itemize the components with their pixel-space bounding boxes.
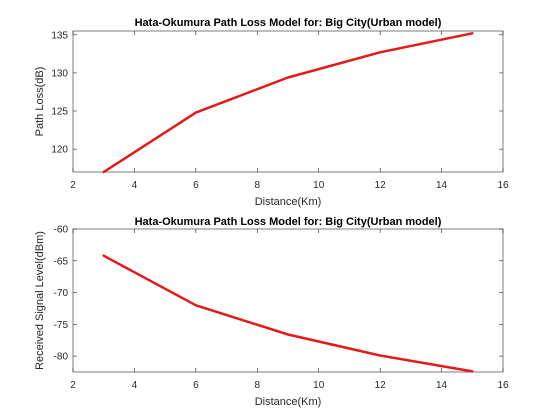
received-signal-y-tick-label: -80 [54, 352, 69, 363]
received-signal-x-tick-label: 16 [497, 380, 509, 391]
received-signal-x-tick-label: 8 [255, 380, 261, 391]
received-signal-series-line [102, 254, 474, 373]
received-signal-ticks: 2 4 6 8 10 12 14 16 -60 -65 -70 -75 -80 [54, 225, 509, 392]
received-signal-y-tick-label: -75 [54, 320, 69, 331]
path-loss-y-tick-label: 130 [51, 68, 68, 79]
received-signal-x-tick-label: 12 [375, 380, 387, 391]
path-loss-x-tick-label: 8 [255, 180, 261, 191]
path-loss-x-tick-label: 2 [70, 180, 76, 191]
received-signal-y-axis-label: Received Signal Level(dBm) [34, 231, 46, 370]
received-signal-x-tick-label: 4 [132, 380, 138, 391]
path-loss-y-tick-label: 135 [51, 30, 68, 41]
received-signal-x-tick-label: 6 [193, 380, 199, 391]
path-loss-y-tick-label: 120 [51, 145, 68, 156]
path-loss-lines [102, 32, 474, 174]
path-loss-x-axis-label: Distance(Km) [255, 196, 322, 208]
received-signal-x-tick-label: 2 [70, 380, 76, 391]
received-signal-x-axis-label: Distance(Km) [255, 396, 322, 408]
received-signal-axes [72, 228, 504, 373]
received-signal-lines [102, 254, 474, 373]
path-loss-y-tick-label: 125 [51, 107, 68, 118]
path-loss-x-tick-label: 14 [436, 180, 448, 191]
received-signal-y-tick-label: -70 [54, 288, 69, 299]
received-signal-x-tick-label: 10 [313, 380, 325, 391]
received-signal-chart: 2 4 6 8 10 12 14 16 -60 -65 -70 -75 -80 Hata-Okumura… [34, 216, 509, 408]
received-signal-y-tick-label: -65 [54, 256, 69, 267]
received-signal-x-tick-label: 14 [436, 380, 448, 391]
path-loss-series-line [102, 32, 474, 174]
path-loss-y-axis-label: Path Loss(dB) [34, 67, 46, 137]
path-loss-chart: 2 4 6 8 10 12 14 16 120 125 130 135 Hata-Okumura Pa… [34, 17, 509, 208]
path-loss-x-tick-label: 6 [193, 180, 199, 191]
path-loss-title: Hata-Okumura Path Loss Model for: Big Ci… [135, 17, 442, 29]
path-loss-x-tick-label: 12 [375, 180, 387, 191]
path-loss-x-tick-label: 4 [132, 180, 138, 191]
received-signal-title: Hata-Okumura Path Loss Model for: Big Ci… [135, 216, 442, 228]
path-loss-ticks: 2 4 6 8 10 12 14 16 120 125 130 135 [51, 30, 509, 191]
path-loss-x-tick-label: 16 [497, 180, 509, 191]
path-loss-axes [72, 30, 504, 173]
path-loss-x-tick-label: 10 [313, 180, 325, 191]
received-signal-y-tick-label: -60 [54, 225, 69, 236]
